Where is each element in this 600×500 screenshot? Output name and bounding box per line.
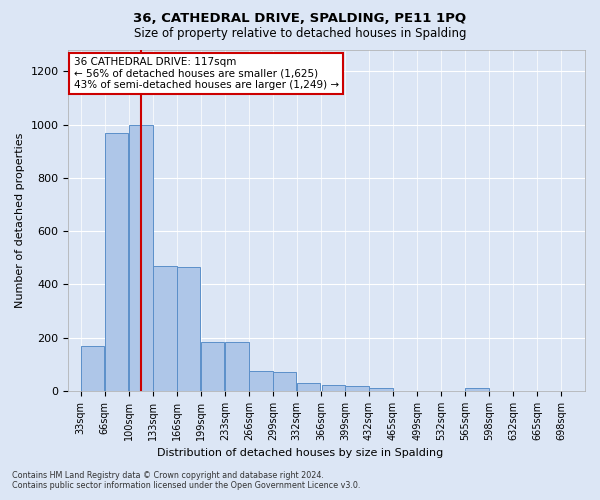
Bar (226, 342, 249, 391)
Text: Contains public sector information licensed under the Open Government Licence v3: Contains public sector information licen… (12, 480, 361, 490)
Text: 36, CATHEDRAL DRIVE, SPALDING, PE11 1PQ: 36, CATHEDRAL DRIVE, SPALDING, PE11 1PQ (133, 12, 467, 26)
Bar (369, 388, 392, 391)
Text: 36 CATHEDRAL DRIVE: 117sqm
← 56% of detached houses are smaller (1,625)
43% of s: 36 CATHEDRAL DRIVE: 117sqm ← 56% of deta… (74, 57, 338, 90)
Bar (81, 346, 104, 391)
Bar (466, 388, 488, 391)
Bar (201, 342, 224, 391)
Text: Distribution of detached houses by size in Spalding: Distribution of detached houses by size … (157, 448, 443, 458)
Bar (130, 124, 152, 391)
Y-axis label: Number of detached properties: Number of detached properties (15, 133, 25, 308)
Bar (177, 267, 200, 391)
Bar (273, 372, 296, 391)
Bar (346, 386, 369, 391)
Bar (297, 384, 320, 391)
Text: Contains HM Land Registry data © Crown copyright and database right 2024.: Contains HM Land Registry data © Crown c… (12, 470, 324, 480)
Bar (105, 133, 128, 391)
Bar (153, 266, 176, 391)
Text: Size of property relative to detached houses in Spalding: Size of property relative to detached ho… (134, 28, 466, 40)
Bar (249, 371, 272, 391)
Bar (322, 385, 345, 391)
